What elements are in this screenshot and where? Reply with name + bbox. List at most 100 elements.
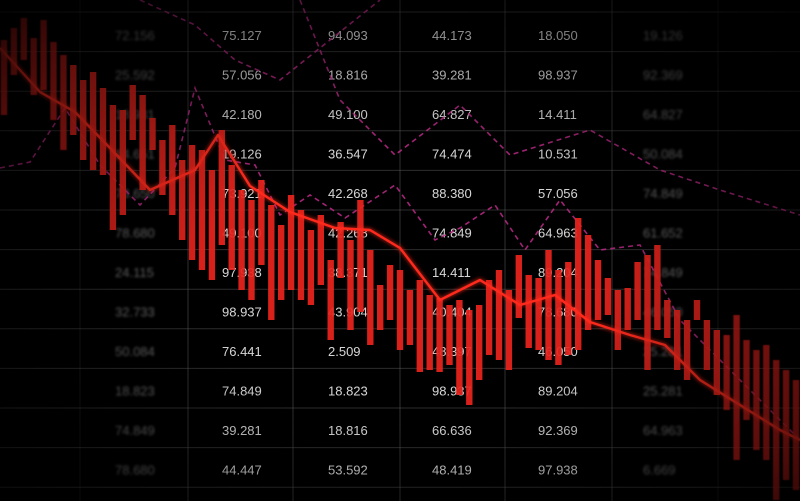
bar — [545, 250, 552, 360]
table-cell: 78.680 — [115, 463, 155, 478]
bar — [218, 130, 225, 245]
table-cell: 66.636 — [432, 423, 472, 438]
table-cell: 61.652 — [643, 226, 683, 241]
bar — [604, 278, 612, 315]
bar — [693, 300, 701, 320]
table-cell: 98.937 — [538, 68, 578, 83]
table-cell: 92.369 — [643, 68, 683, 83]
bar — [179, 160, 186, 240]
table-cell: 97.938 — [538, 463, 578, 478]
bar — [89, 72, 97, 170]
bar — [327, 260, 334, 340]
bar — [782, 370, 790, 480]
table-cell: 78.680 — [115, 226, 155, 241]
bar — [337, 222, 344, 278]
bar — [654, 245, 661, 330]
table-cell: 24.115 — [115, 265, 154, 280]
table-cell: 89.204 — [538, 384, 578, 399]
bar — [733, 315, 740, 460]
bar — [535, 278, 542, 350]
bar — [307, 230, 315, 305]
table-cell: 74.849 — [643, 186, 683, 201]
table-cell: 19.126 — [643, 28, 683, 43]
bar — [99, 88, 107, 175]
bar — [515, 255, 522, 318]
table-cell: 32.733 — [115, 305, 155, 320]
bar — [634, 262, 641, 320]
bar — [287, 195, 295, 290]
table-cell: 18.823 — [115, 384, 155, 399]
table-cell: 76.441 — [222, 344, 262, 359]
bar — [575, 218, 582, 350]
bar — [664, 300, 671, 338]
bar — [238, 190, 245, 290]
table-cell: 98.937 — [432, 384, 472, 399]
bar — [525, 275, 532, 348]
table-cell: 14.411 — [432, 265, 471, 280]
bar — [347, 240, 354, 330]
table-cell: 39.281 — [222, 423, 262, 438]
bar — [703, 320, 711, 370]
bar — [188, 145, 196, 260]
bar — [317, 215, 324, 285]
bar — [70, 65, 77, 135]
table-cell: 25.592 — [115, 68, 155, 83]
bar — [20, 18, 27, 60]
table-cell: 53.592 — [328, 463, 368, 478]
bar — [10, 28, 18, 75]
table-cell: 74.849 — [432, 226, 472, 241]
bar — [555, 270, 562, 365]
table-cell: 64.963 — [643, 423, 683, 438]
bar — [50, 42, 57, 120]
bar — [297, 210, 305, 300]
table-cell: 64.827 — [432, 107, 472, 122]
bar — [377, 285, 384, 330]
bar — [426, 295, 433, 370]
bar — [149, 118, 156, 150]
table-cell: 50.084 — [115, 344, 155, 359]
table-cell: 44.447 — [222, 463, 262, 478]
table-cell: 48.419 — [432, 463, 472, 478]
table-cell: 18.816 — [328, 423, 368, 438]
bar — [446, 305, 453, 365]
table-cell: 6.669 — [643, 463, 676, 478]
bar — [713, 330, 720, 395]
bar — [208, 170, 216, 280]
bar — [198, 150, 206, 270]
table-cell: 72.156 — [115, 28, 155, 43]
bar — [614, 290, 621, 350]
table-cell: 50.084 — [643, 147, 683, 162]
table-cell: 64.963 — [538, 226, 578, 241]
table-cell: 10.531 — [538, 147, 578, 162]
bar — [644, 255, 651, 370]
table-cell: 42.268 — [328, 186, 368, 201]
bar — [396, 270, 404, 350]
table-cell: 36.547 — [328, 147, 368, 162]
table-cell: 14.411 — [538, 107, 577, 122]
table-cell: 57.056 — [538, 186, 578, 201]
bar — [763, 345, 770, 460]
table-cell: 75.127 — [222, 28, 262, 43]
bar — [485, 280, 493, 355]
bar — [268, 205, 275, 320]
table-cell: 94.093 — [328, 28, 368, 43]
bar — [129, 85, 136, 140]
bar — [456, 300, 463, 395]
bar — [40, 20, 47, 90]
table-cell: 88.380 — [432, 186, 472, 201]
table-cell: 49.100 — [328, 107, 368, 122]
bar — [436, 298, 443, 372]
table-cell: 18.050 — [538, 28, 578, 43]
bar — [416, 280, 423, 372]
table-cell: 98.937 — [222, 305, 262, 320]
bar — [476, 305, 483, 380]
table-cell: 74.849 — [222, 384, 262, 399]
bar — [624, 288, 631, 330]
table-cell: 42.180 — [222, 107, 262, 122]
bar — [406, 290, 414, 345]
bar — [753, 350, 760, 450]
bar — [466, 310, 473, 405]
table-cell: 44.173 — [432, 28, 472, 43]
table-cell: 25.281 — [643, 384, 683, 399]
